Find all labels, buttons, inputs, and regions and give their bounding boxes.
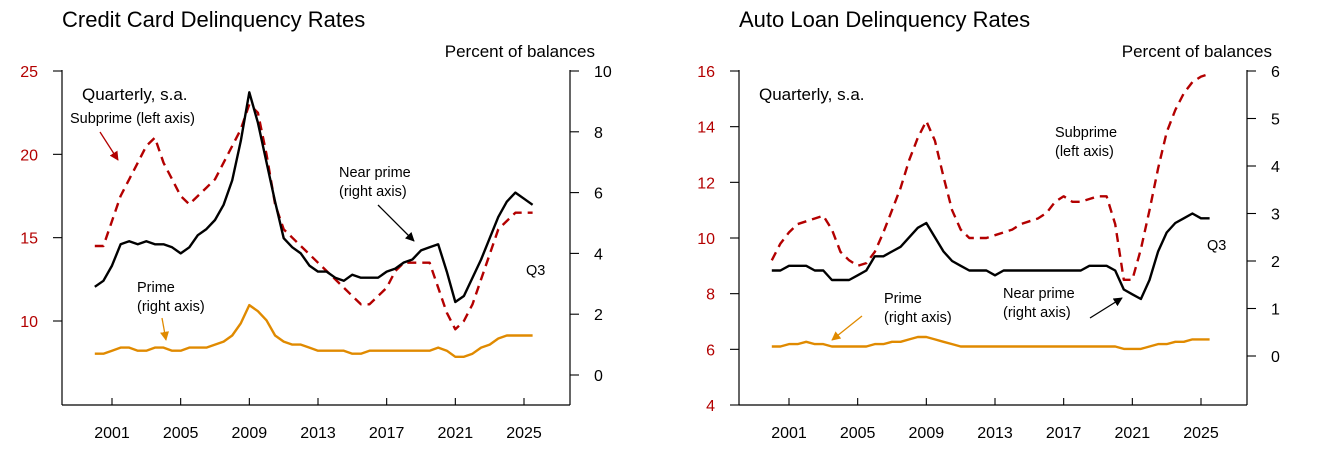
x-ticks: 2001 2005 2009 2013 2017 2021 2025 bbox=[771, 398, 1219, 442]
right-tick-label: 4 bbox=[594, 246, 603, 263]
left-tick-label: 4 bbox=[706, 398, 715, 415]
x-tick-label: 2021 bbox=[1115, 425, 1151, 442]
chart-title: Credit Card Delinquency Rates bbox=[62, 7, 365, 32]
series-near-prime-line bbox=[94, 91, 534, 304]
x-tick-label: 2025 bbox=[1183, 425, 1219, 442]
chart-title: Auto Loan Delinquency Rates bbox=[739, 7, 1030, 32]
series-prime-line bbox=[771, 335, 1210, 351]
annotation-prime-line1: Prime bbox=[137, 280, 175, 296]
right-tick-label: 0 bbox=[594, 368, 603, 385]
right-tick-label: 0 bbox=[1271, 349, 1280, 366]
right-tick-label: 2 bbox=[1271, 254, 1280, 271]
x-tick-label: 2009 bbox=[909, 425, 945, 442]
right-axis-unit-label: Percent of balances bbox=[445, 42, 595, 61]
x-tick-label: 2025 bbox=[506, 425, 542, 442]
right-tick-label: 4 bbox=[1271, 159, 1280, 176]
left-tick-label: 6 bbox=[706, 342, 715, 359]
arrow-near-prime bbox=[1089, 297, 1123, 319]
arrow-prime bbox=[831, 315, 863, 341]
x-tick-label: 2017 bbox=[369, 425, 405, 442]
series-subprime-line bbox=[94, 103, 533, 331]
left-axis-ticks: 10 15 20 25 bbox=[20, 64, 62, 331]
right-tick-label: 10 bbox=[594, 64, 612, 81]
annotation-prime-line2: (right axis) bbox=[137, 299, 205, 315]
annotation-subprime-line2: (left axis) bbox=[1055, 144, 1114, 160]
x-tick-label: 2001 bbox=[771, 425, 807, 442]
right-axis-ticks: 0 2 4 6 8 10 bbox=[570, 64, 612, 385]
annotation-near-prime-line2: (right axis) bbox=[1003, 305, 1071, 321]
latest-quarter-label: Q3 bbox=[526, 263, 545, 279]
right-axis-ticks: 0 1 2 3 4 5 6 bbox=[1247, 64, 1280, 366]
left-tick-label: 12 bbox=[697, 175, 715, 192]
right-tick-label: 2 bbox=[594, 307, 603, 324]
annotation-near-prime-line1: Near prime bbox=[339, 165, 411, 181]
x-tick-label: 2009 bbox=[232, 425, 268, 442]
frequency-note: Quarterly, s.a. bbox=[82, 85, 188, 104]
series-lines bbox=[94, 91, 534, 358]
credit-card-chart: Credit Card Delinquency Rates Percent of… bbox=[20, 7, 612, 442]
right-axis-unit-label: Percent of balances bbox=[1122, 42, 1272, 61]
arrow-subprime bbox=[99, 131, 119, 161]
x-tick-label: 2021 bbox=[438, 425, 474, 442]
series-near-prime-line bbox=[771, 212, 1210, 301]
annotation-subprime: Subprime (left axis) bbox=[70, 111, 195, 127]
annotation-subprime-line1: Subprime bbox=[1055, 125, 1117, 141]
annotation-near-prime-line2: (right axis) bbox=[339, 184, 407, 200]
right-tick-label: 3 bbox=[1271, 207, 1280, 224]
annotation-near-prime-line1: Near prime bbox=[1003, 286, 1075, 302]
x-tick-label: 2001 bbox=[94, 425, 130, 442]
x-tick-label: 2013 bbox=[300, 425, 336, 442]
left-tick-label: 25 bbox=[20, 64, 38, 81]
right-tick-label: 6 bbox=[594, 186, 603, 203]
right-tick-label: 5 bbox=[1271, 112, 1280, 129]
series-subprime-line bbox=[770, 72, 1210, 281]
left-tick-label: 15 bbox=[20, 231, 38, 248]
arrow-prime bbox=[160, 317, 170, 341]
annotation-prime-line2: (right axis) bbox=[884, 310, 952, 326]
left-tick-label: 16 bbox=[697, 64, 715, 81]
frequency-note: Quarterly, s.a. bbox=[759, 85, 865, 104]
series-prime-line bbox=[94, 303, 533, 358]
annotation-prime-line1: Prime bbox=[884, 291, 922, 307]
left-tick-label: 20 bbox=[20, 147, 38, 164]
arrow-near-prime bbox=[377, 204, 415, 242]
x-tick-label: 2005 bbox=[840, 425, 876, 442]
x-tick-label: 2013 bbox=[977, 425, 1013, 442]
x-ticks: 2001 2005 2009 2013 2017 2021 2025 bbox=[94, 398, 542, 442]
right-tick-label: 8 bbox=[594, 125, 603, 142]
left-axis-ticks: 4 6 8 10 12 14 16 bbox=[697, 64, 739, 415]
left-tick-label: 8 bbox=[706, 287, 715, 304]
series-lines bbox=[770, 72, 1210, 351]
x-tick-label: 2017 bbox=[1046, 425, 1082, 442]
right-tick-label: 1 bbox=[1271, 302, 1280, 319]
left-tick-label: 10 bbox=[697, 231, 715, 248]
left-tick-label: 10 bbox=[20, 314, 38, 331]
auto-loan-chart: Auto Loan Delinquency Rates Percent of b… bbox=[697, 7, 1280, 442]
latest-quarter-label: Q3 bbox=[1207, 238, 1226, 254]
x-tick-label: 2005 bbox=[163, 425, 199, 442]
right-tick-label: 6 bbox=[1271, 64, 1280, 81]
left-tick-label: 14 bbox=[697, 120, 715, 137]
